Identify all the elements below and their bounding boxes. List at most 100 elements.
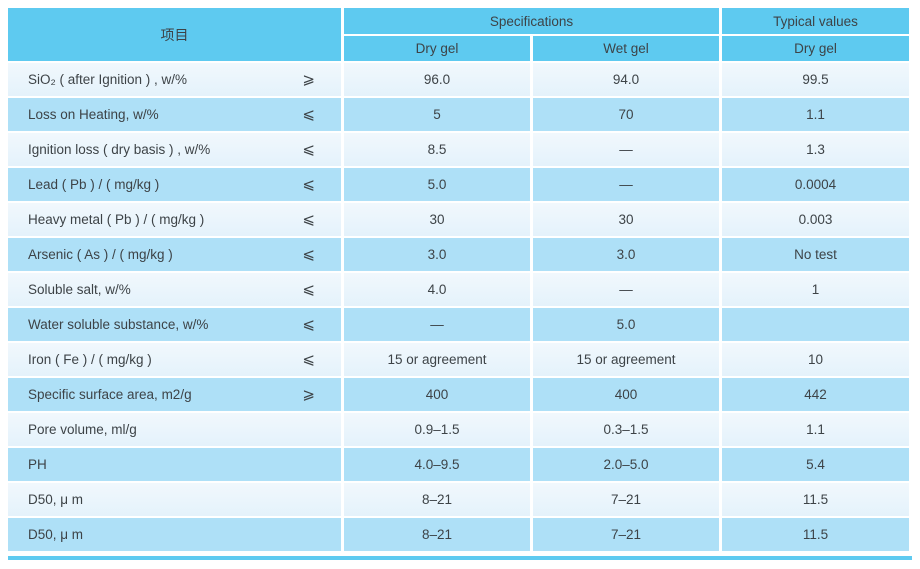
comparison-operator: ⩽	[302, 246, 315, 263]
spec-dry-gel-cell: 8–21	[344, 518, 530, 551]
item-label: PH	[28, 457, 47, 472]
spec-wet-gel-cell: —	[533, 168, 719, 201]
table-wrap: 项目 Specifications Typical values Dry gel…	[5, 6, 912, 553]
item-label: Lead ( Pb ) / ( mg/kg )	[28, 177, 160, 192]
typical-value-cell: 0.003	[722, 203, 909, 236]
comparison-operator: ⩽	[302, 106, 315, 123]
spec-wet-gel-cell: —	[533, 273, 719, 306]
table-row: Pore volume, ml/g 0.9–1.5 0.3–1.5 1.1	[8, 413, 909, 446]
header-row-groups: 项目 Specifications Typical values	[8, 8, 909, 61]
spec-wet-gel-cell: 400	[533, 378, 719, 411]
typical-value-cell: 1.3	[722, 133, 909, 166]
item-label: D50, μ m	[28, 527, 84, 542]
typical-value-cell: No test	[722, 238, 909, 271]
spec-dry-gel-cell: 5	[344, 98, 530, 131]
spec-dry-gel-cell: 5.0	[344, 168, 530, 201]
spec-dry-gel-cell: 15 or agreement	[344, 343, 530, 376]
typical-value-cell: 99.5	[722, 63, 909, 96]
spec-wet-gel-cell: —	[533, 133, 719, 166]
spec-dry-gel-cell: 4.0	[344, 273, 530, 306]
typical-value-cell: 0.0004	[722, 168, 909, 201]
item-label: Pore volume, ml/g	[28, 422, 137, 437]
item-cell: Lead ( Pb ) / ( mg/kg ) ⩽	[8, 168, 341, 201]
item-cell: Loss on Heating, w/% ⩽	[8, 98, 341, 131]
typical-value-cell: 1.1	[722, 413, 909, 446]
item-label: Water soluble substance, w/%	[28, 317, 209, 332]
typical-value-cell: 11.5	[722, 518, 909, 551]
item-cell: Heavy metal ( Pb ) / ( mg/kg ) ⩽	[8, 203, 341, 236]
col-header-typical-values: Typical values	[722, 8, 909, 34]
spec-wet-gel-cell: 2.0–5.0	[533, 448, 719, 481]
typical-value-cell: 10	[722, 343, 909, 376]
item-cell: Water soluble substance, w/% ⩽	[8, 308, 341, 341]
table-row: Iron ( Fe ) / ( mg/kg ) ⩽ 15 or agreement 1…	[8, 343, 909, 376]
spec-wet-gel-cell: 15 or agreement	[533, 343, 719, 376]
spec-wet-gel-cell: 7–21	[533, 483, 719, 516]
typical-value-cell: 442	[722, 378, 909, 411]
comparison-operator: ⩽	[302, 141, 315, 158]
comparison-operator: ⩽	[302, 316, 315, 333]
col-header-spec-dry-gel: Dry gel	[344, 36, 530, 61]
table-row: Heavy metal ( Pb ) / ( mg/kg ) ⩽ 30 30 0.003	[8, 203, 909, 236]
item-cell: SiO₂ ( after Ignition ) , w/% ⩾	[8, 63, 341, 96]
typical-value-cell: 1	[722, 273, 909, 306]
item-label: Arsenic ( As ) / ( mg/kg )	[28, 247, 173, 262]
spec-dry-gel-cell: 400	[344, 378, 530, 411]
table-body: SiO₂ ( after Ignition ) , w/% ⩾ 96.0 94.0 99…	[8, 63, 909, 551]
spec-dry-gel-cell: 3.0	[344, 238, 530, 271]
typical-value-cell: 5.4	[722, 448, 909, 481]
comparison-operator: ⩾	[302, 386, 315, 403]
table-row: Water soluble substance, w/% ⩽ —5.0	[8, 308, 909, 341]
col-header-typical-dry-gel: Dry gel	[722, 36, 909, 61]
spec-dry-gel-cell: 30	[344, 203, 530, 236]
table-row: D50, μ m 8–21 7–21 11.5	[8, 483, 909, 516]
item-label: Specific surface area, m2/g	[28, 387, 192, 402]
comparison-operator: ⩽	[302, 281, 315, 298]
bottom-divider	[8, 556, 912, 560]
spec-dry-gel-cell: 0.9–1.5	[344, 413, 530, 446]
table-row: Specific surface area, m2/g ⩾ 400 400 442	[8, 378, 909, 411]
spec-dry-gel-cell: 8.5	[344, 133, 530, 166]
item-label: D50, μ m	[28, 492, 84, 507]
item-cell: Pore volume, ml/g	[8, 413, 341, 446]
col-header-specifications: Specifications	[344, 8, 719, 34]
specifications-table: 项目 Specifications Typical values Dry gel…	[5, 6, 912, 553]
item-label: Iron ( Fe ) / ( mg/kg )	[28, 352, 152, 367]
spec-wet-gel-cell: 30	[533, 203, 719, 236]
item-cell: Iron ( Fe ) / ( mg/kg ) ⩽	[8, 343, 341, 376]
spec-wet-gel-cell: 3.0	[533, 238, 719, 271]
table-row: SiO₂ ( after Ignition ) , w/% ⩾ 96.0 94.0 99…	[8, 63, 909, 96]
item-cell: Ignition loss ( dry basis ) , w/% ⩽	[8, 133, 341, 166]
comparison-operator: ⩾	[302, 71, 315, 88]
table-row: D50, μ m 8–21 7–21 11.5	[8, 518, 909, 551]
typical-value-cell	[722, 308, 909, 341]
spec-wet-gel-cell: 7–21	[533, 518, 719, 551]
item-label: SiO₂ ( after Ignition ) , w/%	[28, 72, 188, 87]
item-label: Heavy metal ( Pb ) / ( mg/kg )	[28, 212, 205, 227]
item-cell: Soluble salt, w/% ⩽	[8, 273, 341, 306]
spec-wet-gel-cell: 5.0	[533, 308, 719, 341]
header-row-subcolumns: Dry gel Wet gel Dry gel	[8, 36, 909, 61]
spec-dry-gel-cell: 8–21	[344, 483, 530, 516]
comparison-operator: ⩽	[302, 211, 315, 228]
spec-dry-gel-cell: —	[344, 308, 530, 341]
spec-wet-gel-cell: 94.0	[533, 63, 719, 96]
spec-dry-gel-cell: 4.0–9.5	[344, 448, 530, 481]
item-label: Ignition loss ( dry basis ) , w/%	[28, 142, 211, 157]
typical-value-cell: 1.1	[722, 98, 909, 131]
comparison-operator: ⩽	[302, 351, 315, 368]
table-row: Ignition loss ( dry basis ) , w/% ⩽ 8.5—1.…	[8, 133, 909, 166]
table-row: Loss on Heating, w/% ⩽ 5 70 1.1	[8, 98, 909, 131]
spec-wet-gel-cell: 0.3–1.5	[533, 413, 719, 446]
item-label: Loss on Heating, w/%	[28, 107, 159, 122]
table-header: 项目 Specifications Typical values Dry gel…	[8, 8, 909, 61]
spec-wet-gel-cell: 70	[533, 98, 719, 131]
table-row: Lead ( Pb ) / ( mg/kg ) ⩽ 5.0—0.0004	[8, 168, 909, 201]
comparison-operator: ⩽	[302, 176, 315, 193]
typical-value-cell: 11.5	[722, 483, 909, 516]
item-cell: PH	[8, 448, 341, 481]
table-row: Soluble salt, w/% ⩽ 4.0—1	[8, 273, 909, 306]
col-header-spec-wet-gel: Wet gel	[533, 36, 719, 61]
item-label: Soluble salt, w/%	[28, 282, 131, 297]
